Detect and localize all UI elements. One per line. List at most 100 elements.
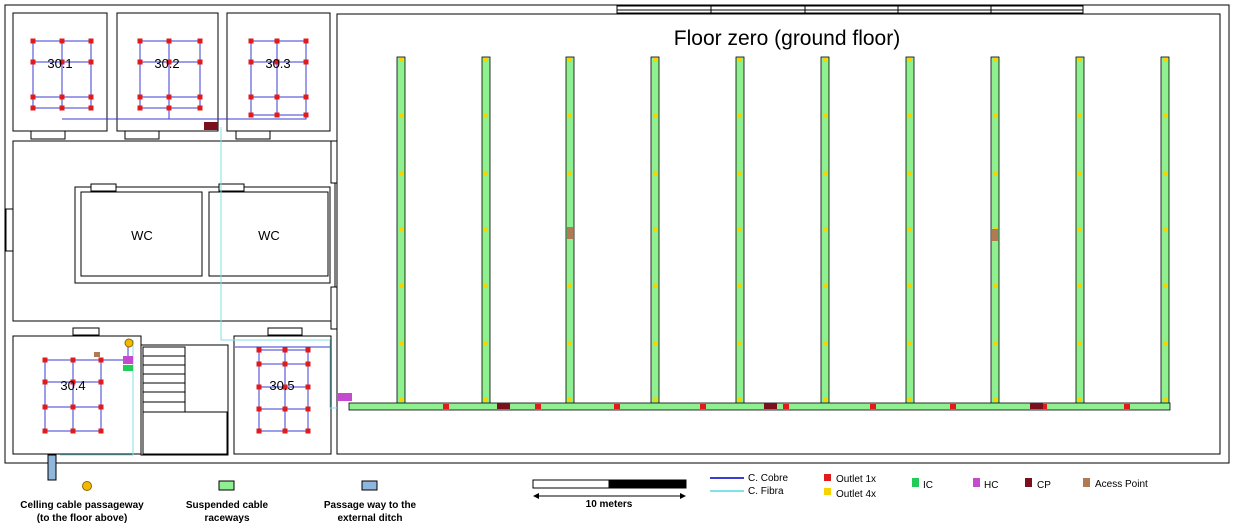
outlet-1x <box>282 361 288 367</box>
outlet-4x <box>738 398 742 402</box>
hc-swatch <box>973 478 980 487</box>
outlet-1x <box>88 94 94 100</box>
outlet-1x <box>98 428 104 434</box>
ceiling-passage-icon <box>124 338 134 348</box>
outlet-4x <box>653 114 657 118</box>
network-devices <box>30 38 1167 481</box>
outlet-1x <box>42 357 48 363</box>
outlet-1x <box>614 404 620 409</box>
outlet-4x <box>1163 398 1167 402</box>
outlet-4x <box>1078 341 1082 345</box>
outlet-1x <box>535 404 541 409</box>
outlet-4x <box>738 114 742 118</box>
page-title: Floor zero (ground floor) <box>674 27 900 50</box>
outlet-4x <box>908 284 912 288</box>
outlet-1x <box>166 105 172 111</box>
outlet-4x <box>823 284 827 288</box>
outlet-1x <box>137 94 143 100</box>
outlet-4x <box>908 171 912 175</box>
wc-block <box>74 186 331 284</box>
room-label-wc-left: WC <box>131 228 153 243</box>
outlet-1x <box>443 404 449 409</box>
outlet-4x <box>653 341 657 345</box>
outlet-4x <box>823 171 827 175</box>
outlet-1x <box>30 59 36 65</box>
outlet-1x <box>166 94 172 100</box>
ditch-swatch <box>361 480 378 491</box>
outlet-4x <box>1078 227 1082 231</box>
fiber-cable-route <box>60 127 337 456</box>
room-30-3 <box>226 12 331 132</box>
outlet-4x <box>399 171 403 175</box>
outlet-4x <box>568 114 572 118</box>
outlet-1x <box>303 112 309 118</box>
outlet-1x <box>197 38 203 44</box>
door <box>90 183 117 192</box>
legend-cp: CP <box>1037 480 1051 491</box>
room-30-5 <box>233 335 332 455</box>
outlet-1x <box>98 379 104 385</box>
outlet-4x <box>399 114 403 118</box>
outlet-1x <box>42 404 48 410</box>
outlet-1x <box>256 384 262 390</box>
raceway-vertical <box>650 56 660 409</box>
outlet-4x <box>908 341 912 345</box>
outlet-4x <box>993 398 997 402</box>
outlet-1x <box>282 347 288 353</box>
outlet-4x <box>908 227 912 231</box>
outlet-4x <box>993 341 997 345</box>
room-label-wc-right: WC <box>258 228 280 243</box>
wc-right-room <box>208 191 329 277</box>
outlet-1x <box>303 59 309 65</box>
outlet-4x <box>738 58 742 62</box>
outlet-4x <box>484 114 488 118</box>
outlet-1x <box>197 105 203 111</box>
raceway-vertical <box>905 56 915 409</box>
outlet-4x <box>738 341 742 345</box>
access-point <box>992 229 998 241</box>
hc-device <box>338 393 352 401</box>
outlet-4x <box>993 171 997 175</box>
outlet-1x <box>700 404 706 409</box>
outlet-4x <box>484 58 488 62</box>
outlet-1x <box>1041 404 1047 409</box>
outlet-4x <box>653 284 657 288</box>
hall-room <box>336 13 1221 455</box>
room-label-30-5: 30.5 <box>269 378 294 393</box>
outlet-1x <box>305 361 311 367</box>
outlet-1x <box>256 361 262 367</box>
scale-bar-black <box>608 479 687 489</box>
outlet-1x <box>88 38 94 44</box>
outlet-1x <box>303 38 309 44</box>
outlet-1x <box>282 406 288 412</box>
legend-fibra: C. Fibra <box>748 486 784 497</box>
legend-hc: HC <box>984 480 998 491</box>
scale-arrow-right-icon <box>680 493 686 499</box>
suspended-raceways <box>348 56 1171 411</box>
outlet-1x <box>870 404 876 409</box>
raceway-vertical <box>735 56 745 409</box>
door <box>330 140 338 184</box>
outlet-1x <box>30 105 36 111</box>
cp-device <box>497 403 510 409</box>
outlet-4x <box>1163 284 1167 288</box>
outlet-1x <box>59 105 65 111</box>
outlet-1x <box>303 94 309 100</box>
outlet-4x <box>653 398 657 402</box>
outlet-4x <box>484 284 488 288</box>
outlet-1x <box>950 404 956 409</box>
outlet-4x <box>1163 58 1167 62</box>
outlet-4x <box>1078 171 1082 175</box>
top-windows <box>616 5 1084 14</box>
room-30-4 <box>12 335 142 455</box>
outlet-1x <box>59 94 65 100</box>
outlet-4x <box>568 341 572 345</box>
outlet-1x <box>70 357 76 363</box>
outlet-1x <box>166 38 172 44</box>
outlet-1x <box>42 379 48 385</box>
hc-device <box>123 356 133 364</box>
outlet-4x <box>653 171 657 175</box>
outlet-4x <box>1163 341 1167 345</box>
outlet-4x <box>484 398 488 402</box>
